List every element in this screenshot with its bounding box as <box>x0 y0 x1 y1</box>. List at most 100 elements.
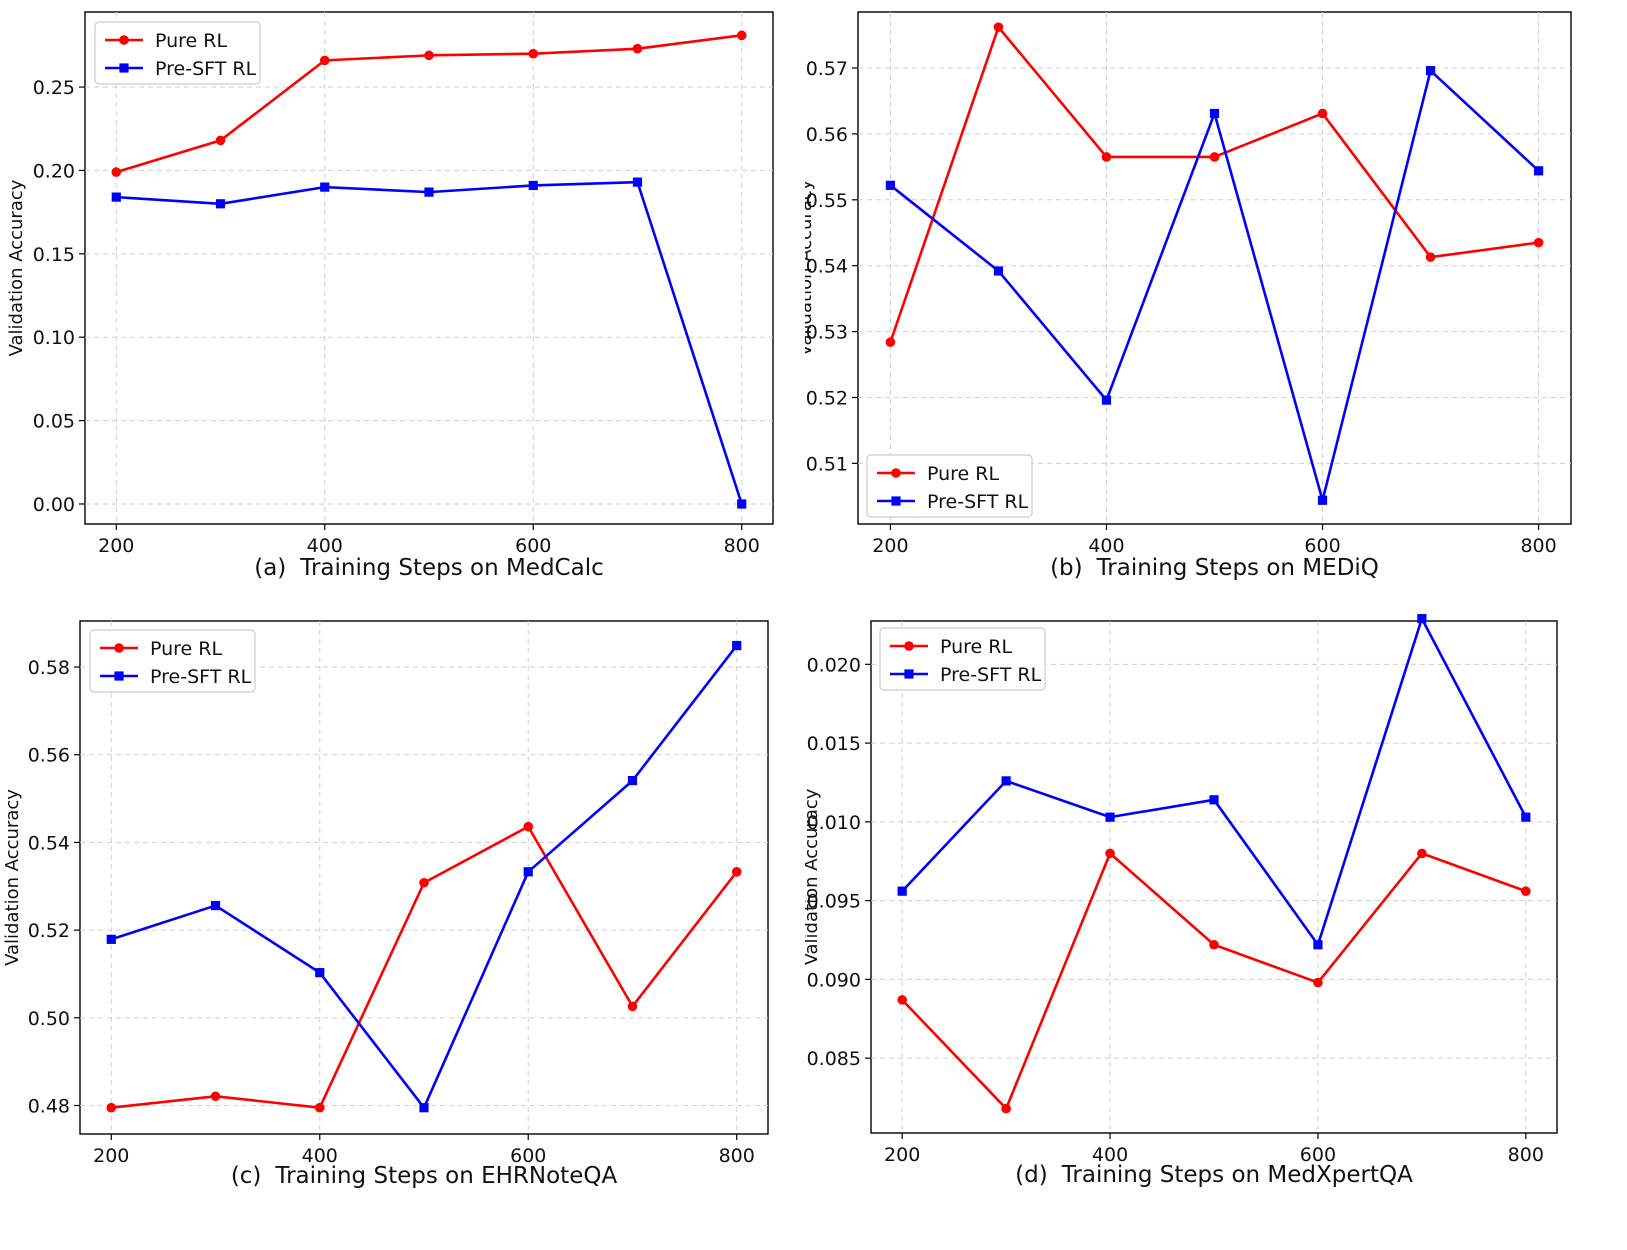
data-point-pure-rl <box>1313 977 1323 988</box>
x-tick-label: 800 <box>719 1145 755 1167</box>
data-point-pure-rl <box>1101 152 1112 162</box>
y-tick-label: 0.00 <box>33 494 75 516</box>
x-tick-label: 400 <box>1088 535 1124 557</box>
data-point-pure-rl <box>736 30 747 41</box>
y-tick-label: 0.54 <box>806 256 848 278</box>
data-point-pre-sft-rl <box>993 266 1004 276</box>
data-point-pure-rl <box>1209 939 1219 950</box>
y-tick-label: 0.20 <box>33 160 75 182</box>
y-tick-label: 0.58 <box>28 657 70 679</box>
y-tick-label: 0.095 <box>807 891 861 913</box>
x-tick-label: 600 <box>1304 535 1340 557</box>
grid-lines <box>85 12 773 524</box>
data-point-pure-rl <box>210 1091 221 1102</box>
x-tick-label: 800 <box>724 535 760 557</box>
data-point-pre-sft-rl <box>1317 495 1328 505</box>
y-tick-label: 0.56 <box>28 745 70 767</box>
legend-marker-square <box>119 63 129 73</box>
data-point-pure-rl <box>106 1102 117 1113</box>
data-point-pre-sft-rl <box>1105 812 1115 822</box>
x-tick-label: 200 <box>872 535 908 557</box>
y-axis-label: Validation Accuracy <box>2 789 23 966</box>
legend: Pure RL Pre-SFT RL <box>879 627 1046 691</box>
data-point-pre-sft-rl <box>528 180 538 191</box>
data-point-pure-rl <box>627 1001 638 1012</box>
legend: Pure RL Pre-SFT RL <box>866 454 1033 518</box>
data-point-pre-sft-rl <box>315 968 325 978</box>
data-point-pure-rl <box>424 50 434 61</box>
legend-marker-circle <box>114 643 124 653</box>
legend-label-pure-rl: Pure RL <box>150 638 222 660</box>
y-tick-label: 0.010 <box>807 812 861 834</box>
plot-frame <box>857 11 1572 525</box>
data-point-pre-sft-rl <box>424 187 434 197</box>
data-point-pre-sft-rl <box>737 499 747 509</box>
legend-label-pre-sft-rl: Pre-SFT RL <box>940 664 1042 686</box>
data-point-pre-sft-rl <box>1533 166 1544 176</box>
data-point-pre-sft-rl <box>1313 940 1323 950</box>
legend-label-pre-sft-rl: Pre-SFT RL <box>150 666 252 688</box>
y-tick-label: 0.015 <box>807 733 861 755</box>
data-point-pure-rl <box>319 55 330 66</box>
y-tick-label: 0.090 <box>807 969 861 991</box>
data-point-pre-sft-rl <box>1425 66 1436 76</box>
caption-text: Training Steps on MedCalc <box>299 555 603 581</box>
legend-marker-square <box>891 496 901 506</box>
legend-label-pure-rl: Pure RL <box>940 636 1012 658</box>
caption-text: Training Steps on MedXpertQA <box>1061 1162 1413 1188</box>
plot-frame <box>84 11 774 525</box>
data-point-pure-rl <box>1001 1103 1011 1114</box>
y-tick-label: 0.52 <box>28 920 70 942</box>
legend-marker-square <box>904 669 914 679</box>
legend-marker-circle <box>891 468 901 478</box>
x-tick-label: 400 <box>302 1145 338 1167</box>
chart-panel-a: 200 400 600 800 0.00 0.05 0.10 0.15 0.20 0.25 Vali… <box>0 0 800 619</box>
data-point-pure-rl <box>215 135 226 146</box>
data-point-pre-sft-rl <box>320 182 330 192</box>
data-point-pure-rl <box>632 43 643 54</box>
data-point-pure-rl <box>1317 108 1328 119</box>
y-tick-label: 0.085 <box>807 1048 861 1070</box>
chart-panel-b: 200 400 600 800 0.51 0.52 0.53 0.54 0.55 0.56 0.57… <box>795 0 1627 619</box>
chart-panel-d: 200 400 600 800 0.085 0.090 0.095 0.010 0.015 0.0… <box>801 612 1627 1236</box>
x-axis-caption: (d) Training Steps on MedXpertQA <box>1015 1162 1413 1188</box>
plot-frame <box>79 620 769 1135</box>
legend-marker-circle <box>119 35 129 45</box>
data-point-pure-rl <box>731 867 742 877</box>
legend: Pure RL Pre-SFT RL <box>89 629 256 693</box>
caption-text: Training Steps on MEDiQ <box>1096 555 1379 581</box>
x-tick-label: 800 <box>1508 1144 1544 1166</box>
data-point-pre-sft-rl <box>106 934 116 944</box>
data-point-pre-sft-rl <box>897 886 907 896</box>
data-point-pre-sft-rl <box>632 177 643 187</box>
legend-marker-circle <box>904 641 914 651</box>
data-point-pre-sft-rl <box>111 192 121 202</box>
data-point-pre-sft-rl <box>885 180 896 190</box>
data-point-pure-rl <box>1533 237 1544 248</box>
data-point-pre-sft-rl <box>215 199 226 209</box>
y-tick-label: 0.57 <box>806 58 848 80</box>
y-tick-label: 0.48 <box>28 1096 70 1118</box>
x-axis-caption: (c) Training Steps on EHRNoteQA <box>231 1163 618 1189</box>
y-axis-label: Validation Accuracy <box>805 788 822 965</box>
data-point-pure-rl <box>1425 252 1436 262</box>
y-tick-label: 0.53 <box>806 322 848 344</box>
data-point-pre-sft-rl <box>732 640 742 651</box>
caption-id: (a) <box>254 555 286 581</box>
legend-label-pure-rl: Pure RL <box>927 463 999 485</box>
x-tick-label: 600 <box>1300 1144 1336 1166</box>
y-tick-label: 0.020 <box>807 654 861 676</box>
data-point-pre-sft-rl <box>1209 108 1220 119</box>
x-axis-caption: (b) Training Steps on MEDiQ <box>1050 555 1379 581</box>
data-point-pre-sft-rl <box>523 867 533 877</box>
y-axis-label: Validation Accuracy <box>6 179 27 356</box>
data-point-pre-sft-rl <box>419 1103 429 1113</box>
data-point-pure-rl <box>1209 152 1220 162</box>
y-tick-label: 0.50 <box>28 1008 70 1030</box>
data-point-pre-sft-rl <box>1001 776 1011 786</box>
grid-lines <box>871 621 1557 1133</box>
x-tick-label: 200 <box>93 1145 129 1167</box>
x-axis-caption: (a) Training Steps on MedCalc <box>254 555 604 581</box>
y-tick-label: 0.25 <box>33 77 75 99</box>
y-tick-label: 0.51 <box>806 453 848 475</box>
